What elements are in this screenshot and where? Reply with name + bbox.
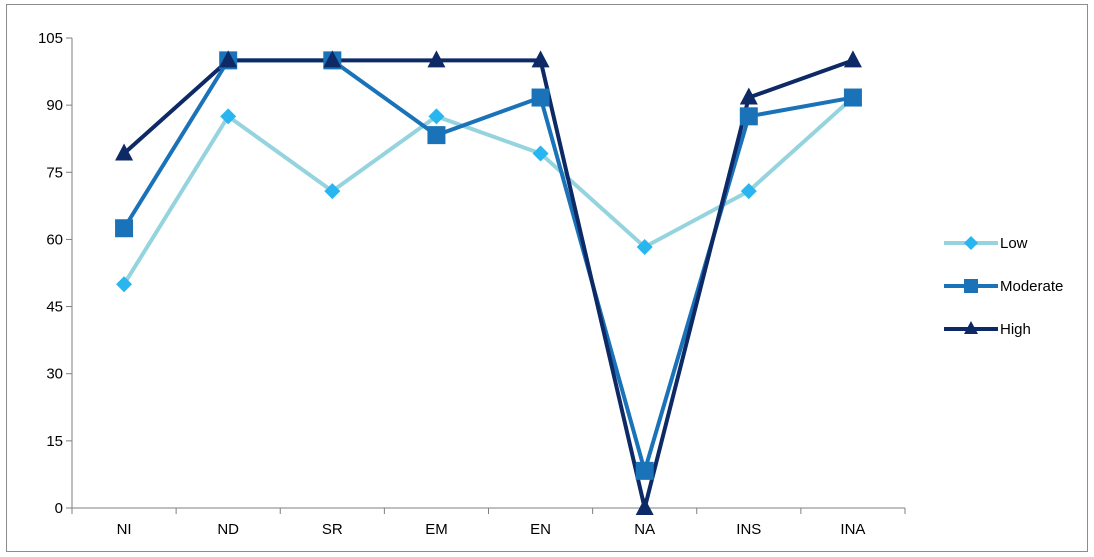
x-tick-label-ina: INA (840, 521, 865, 538)
series-markers (115, 50, 862, 515)
point-high-sr (323, 50, 342, 68)
point-low-em (428, 108, 445, 125)
y-tick-label-45: 45 (46, 299, 63, 316)
y-tick-label-90: 90 (46, 97, 63, 114)
legend-label-high: High (1000, 321, 1031, 338)
point-moderate-ina (843, 88, 862, 107)
point-high-em (427, 50, 446, 68)
series-line-low (122, 96, 855, 286)
point-high-na (635, 498, 654, 515)
legend-marker-high (964, 321, 978, 334)
x-tick-label-ni: NI (117, 521, 132, 538)
y-tick-label-60: 60 (46, 231, 63, 248)
point-moderate-en (531, 88, 550, 107)
point-low-sr (324, 183, 341, 200)
point-high-en (531, 50, 550, 68)
y-tick-label-15: 15 (46, 433, 63, 450)
point-moderate-em (427, 126, 446, 145)
y-tick-label-105: 105 (38, 30, 63, 47)
legend-label-low: Low (1000, 235, 1028, 252)
point-moderate-ins (739, 107, 758, 126)
point-moderate-na (635, 461, 654, 480)
point-low-en (532, 145, 549, 162)
legend-label-moderate: Moderate (1000, 278, 1063, 295)
legend-marker-moderate (964, 279, 978, 293)
axes: 0 15 30 45 60 75 90 105 NI ND SR EM EN NA INS INA (38, 30, 906, 538)
x-tick-label-na: NA (634, 521, 655, 538)
x-tick-label-em: EM (425, 521, 448, 538)
x-tick-label-sr: SR (322, 521, 343, 538)
point-low-ni (116, 276, 133, 293)
point-high-ins (739, 87, 758, 105)
series-lines (122, 58, 855, 510)
y-tick-label-30: 30 (46, 366, 63, 383)
point-high-nd (219, 50, 238, 68)
y-tick-label-75: 75 (46, 164, 63, 181)
point-high-ni (115, 143, 134, 161)
point-low-ins (740, 183, 757, 200)
legend-marker-low (964, 236, 978, 250)
point-low-na (636, 239, 653, 256)
x-tick-label-en: EN (530, 521, 551, 538)
x-tick-label-ins: INS (736, 521, 761, 538)
point-low-nd (220, 108, 237, 125)
legend: Low Moderate High (944, 235, 1063, 338)
x-tick-label-nd: ND (217, 521, 239, 538)
series-line-high (122, 58, 854, 510)
point-high-ina (843, 50, 862, 68)
point-moderate-ni (115, 219, 134, 238)
y-tick-label-0: 0 (55, 500, 63, 517)
